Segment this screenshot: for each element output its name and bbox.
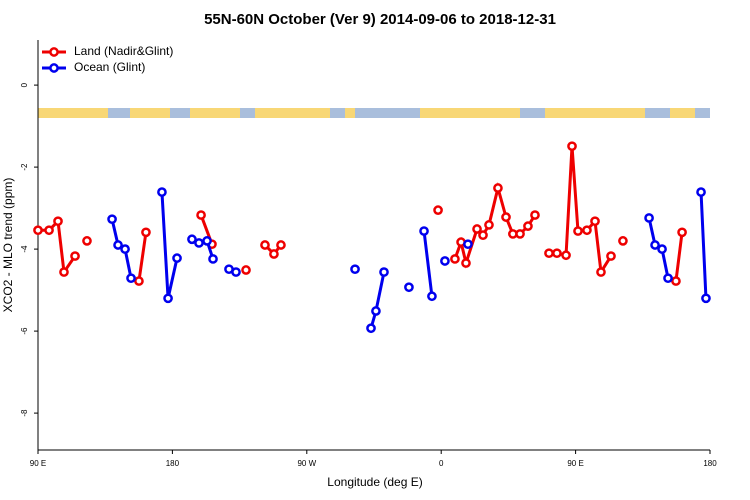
point: [493, 183, 503, 193]
point: [172, 253, 182, 263]
point: [552, 248, 562, 259]
point: [544, 248, 554, 259]
point: [59, 267, 69, 277]
x-tick-label: 90 E: [567, 459, 583, 468]
point: [269, 249, 279, 259]
point: [530, 210, 540, 220]
x-tick-label: 180: [703, 459, 717, 468]
point: [141, 227, 151, 238]
point: [113, 240, 123, 250]
point: [657, 244, 667, 254]
point: [276, 240, 286, 250]
point: [433, 205, 443, 215]
legend-marker: [49, 63, 59, 73]
point: [371, 306, 381, 316]
point: [44, 225, 54, 236]
point: [596, 267, 606, 277]
point: [567, 141, 577, 152]
y-tick-label: -6: [20, 327, 29, 335]
point: [701, 293, 711, 304]
y-tick-label: -4: [20, 245, 29, 253]
point: [472, 224, 482, 234]
point: [419, 226, 429, 236]
x-tick-label: 90 W: [297, 459, 316, 468]
point: [107, 214, 117, 225]
legend-label: Ocean (Glint): [74, 60, 145, 74]
x-tick-label: 180: [166, 459, 180, 468]
point: [366, 323, 376, 334]
point: [606, 251, 616, 261]
point: [478, 230, 488, 241]
point: [53, 216, 63, 227]
point: [427, 291, 437, 302]
point: [440, 256, 450, 266]
point: [70, 251, 80, 261]
point: [696, 187, 706, 197]
point: [157, 187, 167, 197]
point: [515, 229, 525, 239]
point: [379, 267, 389, 277]
y-tick-label: 0: [20, 82, 29, 87]
point: [202, 236, 212, 246]
point: [650, 240, 660, 250]
point: [590, 216, 600, 227]
point: [501, 212, 511, 222]
point: [671, 276, 681, 286]
point: [582, 225, 592, 236]
point: [450, 254, 460, 264]
point: [561, 250, 571, 261]
point: [523, 221, 533, 231]
point: [82, 236, 92, 246]
point: [126, 273, 136, 284]
y-tick-label: -8: [20, 409, 29, 417]
point: [677, 227, 687, 238]
point: [163, 293, 173, 304]
point: [134, 276, 144, 286]
point: [33, 225, 43, 236]
point: [644, 213, 654, 223]
point: [404, 282, 414, 293]
point: [187, 234, 197, 245]
chart-title: 55N-60N October (Ver 9) 2014-09-06 to 20…: [204, 11, 556, 28]
point: [663, 273, 673, 284]
series-line: [38, 146, 684, 282]
point: [120, 244, 130, 254]
point: [194, 238, 204, 248]
y-axis-label: XCO2 - MLO trend (ppm): [1, 178, 15, 313]
point: [241, 265, 251, 275]
point: [196, 210, 206, 220]
legend-marker: [49, 47, 59, 57]
point: [350, 264, 360, 275]
point: [573, 226, 583, 236]
point: [260, 240, 270, 250]
point: [463, 239, 473, 250]
x-tick-label: 90 E: [30, 459, 46, 468]
y-tick-label: -2: [20, 163, 29, 171]
point: [484, 220, 494, 230]
legend-label: Land (Nadir&Glint): [74, 44, 173, 58]
point: [461, 258, 471, 268]
land-ocean-strip: [38, 108, 710, 118]
point: [231, 267, 241, 277]
x-axis-label: Longitude (deg E): [327, 475, 422, 489]
point: [618, 236, 628, 246]
x-tick-label: 0: [439, 459, 444, 468]
point: [208, 254, 218, 264]
